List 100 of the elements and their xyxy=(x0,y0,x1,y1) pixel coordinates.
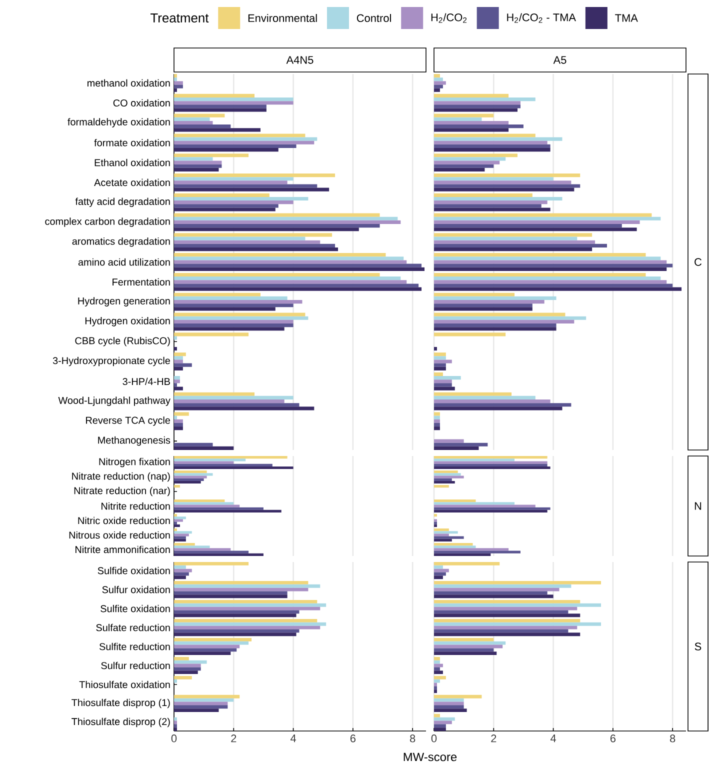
bar xyxy=(174,510,282,513)
bar xyxy=(174,679,177,683)
bar xyxy=(434,137,562,141)
y-tick-label: methanol oxidation xyxy=(88,79,170,87)
bar xyxy=(174,300,302,304)
bar xyxy=(174,538,186,542)
bar xyxy=(174,244,336,248)
y-tick-label: Sulfite oxidation xyxy=(100,604,170,612)
bar xyxy=(434,656,440,660)
y-tick-label: Wood-Ljungdahl pathway xyxy=(58,396,170,406)
bar xyxy=(174,652,231,656)
bar xyxy=(174,514,177,517)
bar xyxy=(174,446,234,450)
bar xyxy=(174,312,306,316)
y-tick-label: Sulfur oxidation xyxy=(102,586,170,594)
bar xyxy=(174,622,326,626)
bar xyxy=(434,164,494,168)
bar xyxy=(174,128,260,132)
bar xyxy=(174,406,314,410)
bar xyxy=(434,307,532,311)
bar xyxy=(174,196,308,201)
bar xyxy=(434,346,437,351)
bar xyxy=(174,276,401,280)
bar xyxy=(434,188,574,192)
y-tick-label: CO oxidation xyxy=(113,99,170,107)
bar xyxy=(174,327,284,331)
bar xyxy=(174,101,294,105)
bar xyxy=(174,224,380,228)
bar xyxy=(174,287,422,291)
bar xyxy=(174,366,183,370)
bar xyxy=(174,476,207,478)
bar xyxy=(434,260,667,264)
y-tick-label: formate oxidation xyxy=(94,138,170,146)
chart-title: A5 xyxy=(553,56,566,64)
bar xyxy=(174,264,422,268)
y-tick-label: Nitrate reduction (nar) xyxy=(74,486,170,496)
bar xyxy=(434,304,532,308)
bar xyxy=(174,705,228,709)
bar xyxy=(434,204,542,208)
bar xyxy=(434,546,476,548)
x-tick-label: 6 xyxy=(610,734,616,742)
bar xyxy=(174,108,266,112)
bar xyxy=(174,584,320,588)
bar xyxy=(434,638,494,642)
bar xyxy=(434,134,536,138)
bar xyxy=(174,648,237,652)
bar xyxy=(174,568,192,572)
bar xyxy=(434,584,572,588)
bar xyxy=(174,304,294,308)
bar xyxy=(434,363,446,367)
bar xyxy=(434,406,562,410)
bar xyxy=(174,320,294,324)
bar xyxy=(174,698,234,702)
bar xyxy=(174,403,300,407)
bar xyxy=(434,461,548,464)
y-tick-label: Nitrite ammonification xyxy=(76,546,170,554)
bar xyxy=(174,240,320,244)
bar xyxy=(434,588,560,592)
bar xyxy=(434,114,494,118)
bar xyxy=(174,641,249,645)
bar xyxy=(434,120,509,125)
bar xyxy=(434,426,440,430)
bar xyxy=(434,74,440,78)
bar xyxy=(434,300,544,304)
bar xyxy=(434,476,464,478)
bar xyxy=(434,173,580,178)
bar xyxy=(174,272,380,277)
y-tick-label: Nitrite reduction xyxy=(102,502,170,510)
bar xyxy=(434,108,518,112)
bar xyxy=(434,676,446,680)
bar xyxy=(174,323,294,328)
bar xyxy=(174,528,177,532)
bar xyxy=(174,88,177,92)
y2-axis-title: S xyxy=(694,642,702,650)
bar xyxy=(174,724,177,728)
bar xyxy=(434,412,440,416)
bar xyxy=(174,208,276,212)
x-tick-label: 2 xyxy=(491,734,496,742)
bar xyxy=(434,629,568,633)
bar xyxy=(174,534,189,536)
bar xyxy=(434,140,548,144)
bar xyxy=(434,464,548,466)
bar xyxy=(174,296,288,300)
y-tick-label: Hydrogen generation xyxy=(78,297,170,306)
bar xyxy=(434,568,449,572)
legend-label: Control xyxy=(356,14,391,22)
bar xyxy=(434,622,602,626)
x-tick-label: 4 xyxy=(290,734,296,742)
bar xyxy=(174,193,270,197)
y-tick-label: amino acid utilization xyxy=(78,258,170,266)
bar xyxy=(174,180,288,184)
bar xyxy=(434,576,443,580)
bar xyxy=(434,600,580,604)
bar xyxy=(434,383,452,387)
bar xyxy=(174,466,294,470)
y-tick-label: CBB cycle (RubisCO) xyxy=(75,336,170,346)
bar xyxy=(174,280,407,284)
bar xyxy=(434,565,443,569)
x-tick-label: 2 xyxy=(231,734,236,742)
bar xyxy=(434,392,512,396)
